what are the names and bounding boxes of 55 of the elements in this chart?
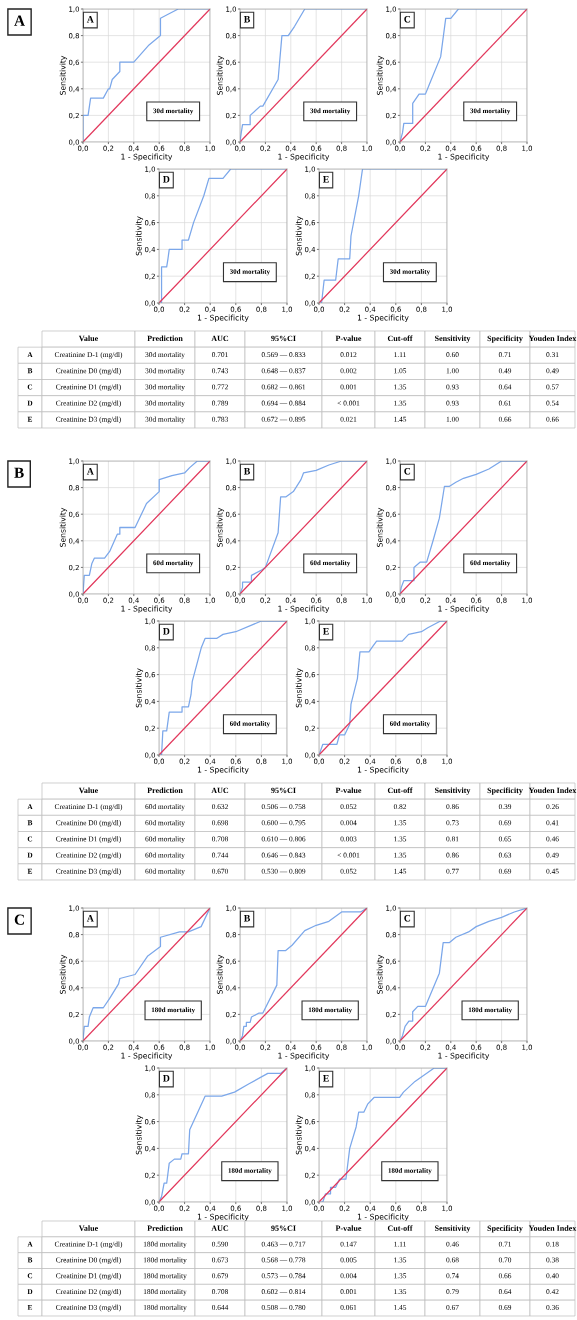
category-label: 95%CI (271, 787, 296, 794)
category-label: Sensitivity (435, 787, 471, 795)
category-label: Specificity (487, 335, 523, 343)
line-series (400, 461, 527, 594)
text: E (323, 176, 329, 183)
line-series (240, 461, 367, 594)
text: C (404, 914, 411, 922)
category-label: Sensitivity (435, 1225, 471, 1233)
chart-subtitle: A (14, 15, 25, 26)
text: E (323, 628, 329, 635)
category-label: 95%CI (271, 1225, 296, 1231)
line-series (159, 621, 287, 755)
text: B (243, 468, 251, 475)
text: C (404, 467, 411, 475)
chart-subtitle: C (14, 914, 24, 925)
text: A (86, 15, 94, 23)
line-series (400, 908, 527, 1041)
category-label: Youden Index (528, 335, 577, 342)
line-series (319, 621, 447, 755)
text: B (243, 915, 251, 922)
line-series (319, 1068, 447, 1202)
text: D (163, 1075, 170, 1082)
text: B (243, 16, 251, 23)
category-label: Sensitivity (435, 335, 471, 343)
category-label: AUC (211, 1225, 229, 1231)
category-label: Cut-off (387, 787, 413, 794)
category-label: P-value (335, 335, 362, 342)
category-label: Value (78, 787, 98, 794)
category-label: 95%CI (271, 335, 296, 342)
line-series (159, 1068, 287, 1202)
text: A (86, 467, 94, 475)
text: D (163, 628, 170, 635)
category-label: Value (78, 1225, 98, 1231)
category-label: AUC (211, 335, 229, 342)
category-label: Prediction (147, 787, 183, 794)
category-label: Specificity (487, 787, 523, 795)
category-label: P-value (335, 787, 362, 794)
category-label: Specificity (487, 1225, 523, 1233)
category-label: Prediction (147, 335, 183, 342)
chart-subtitle: B (14, 467, 24, 478)
line-series (83, 461, 210, 594)
line-series (83, 908, 210, 1041)
category-label: P-value (335, 1225, 362, 1231)
category-label: Cut-off (387, 1225, 413, 1231)
category-label: Youden Index (528, 787, 577, 794)
category-label: Value (78, 335, 98, 342)
text: C (404, 15, 411, 23)
text: E (323, 1075, 329, 1082)
line-series (240, 908, 367, 1041)
text: D (163, 176, 170, 183)
category-label: Cut-off (387, 335, 413, 342)
category-label: Youden Index (528, 1225, 577, 1231)
category-label: Prediction (147, 1225, 183, 1231)
category-label: AUC (211, 787, 229, 794)
text: A (86, 914, 94, 922)
